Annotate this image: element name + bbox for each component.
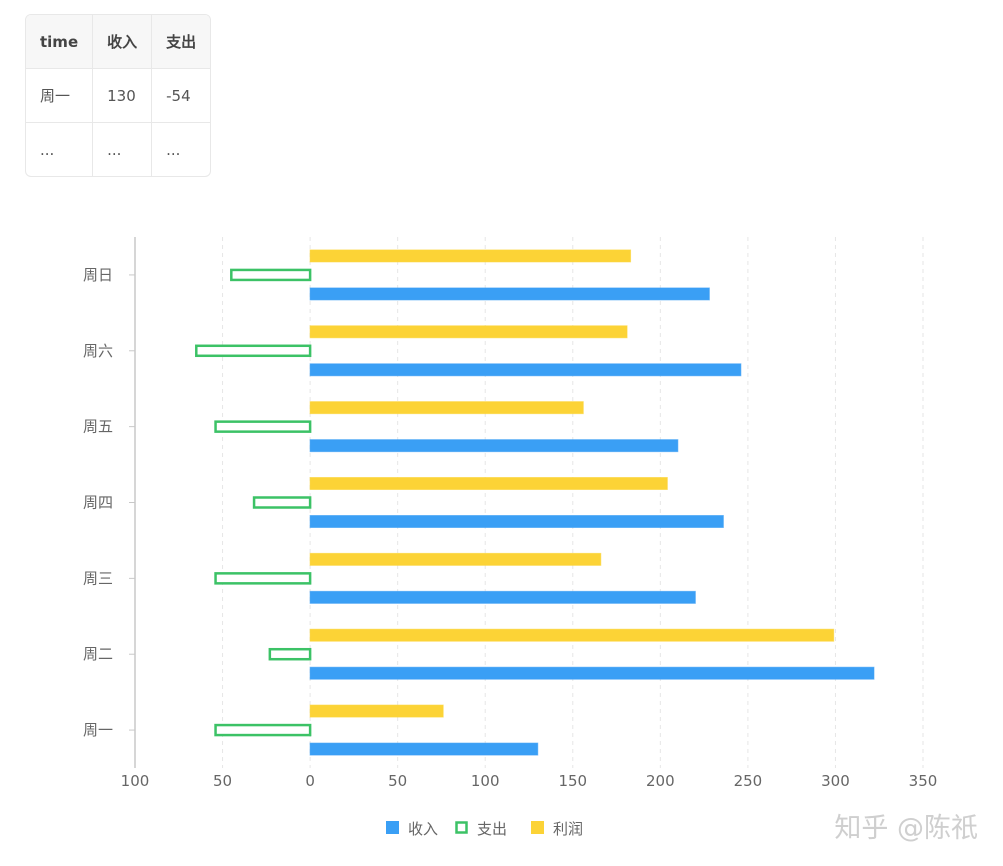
bar-income[interactable] (309, 515, 724, 528)
legend-item[interactable]: 收入 (386, 820, 438, 838)
legend[interactable]: 收入 支出 利润 (386, 820, 583, 838)
table-cell: ... (93, 123, 153, 176)
x-tick-label: 0 (305, 772, 315, 790)
table-row: ... ... ... (26, 123, 210, 176)
table-cell: -54 (152, 69, 211, 123)
x-tick-label: 50 (213, 772, 232, 790)
bar-expense[interactable] (214, 723, 312, 737)
x-tick-label: 350 (909, 772, 938, 790)
legend-swatch (531, 821, 544, 834)
bar-profit[interactable] (309, 477, 668, 490)
y-tick-label: 周四 (83, 494, 113, 512)
table-cell: 周一 (26, 69, 94, 123)
table-header-row: time 收入 支出 (26, 15, 211, 69)
header-expense: 支出 (152, 15, 211, 69)
bar-profit[interactable] (309, 249, 632, 263)
x-tick-label: 100 (121, 772, 150, 790)
bar-income[interactable] (309, 590, 696, 604)
bar-profit[interactable] (309, 704, 444, 718)
y-tick-label: 周三 (83, 569, 113, 587)
bar-profit[interactable] (309, 628, 835, 642)
table-cell: ... (26, 123, 94, 176)
bar-expense[interactable] (252, 496, 312, 509)
bar-profit[interactable] (309, 552, 602, 566)
watermark-text: 知乎 @陈祇 (834, 813, 978, 844)
axes: 100 50 0 50 100 150 200 250 300 350 周一 周二 周三 周四 周五 周六 周日 (83, 237, 937, 790)
x-tick-label: 200 (646, 772, 675, 790)
x-tick-label: 50 (388, 772, 407, 790)
bar-expense[interactable] (214, 572, 312, 585)
y-tick-label: 周六 (83, 342, 113, 360)
bar-expense[interactable] (268, 647, 312, 661)
legend-item[interactable]: 支出 (455, 820, 508, 838)
legend-label: 收入 (408, 820, 438, 838)
legend-swatch (386, 821, 399, 834)
legend-label: 支出 (477, 820, 507, 838)
bar-income[interactable] (309, 666, 875, 680)
header-income: 收入 (93, 15, 153, 69)
y-tick-label: 周二 (83, 645, 113, 663)
bar-expense[interactable] (195, 344, 312, 358)
legend-swatch (455, 821, 468, 834)
table-cell: ... (166, 140, 181, 159)
table-row: 周一 130 -54 (26, 69, 211, 123)
table-cell: 130 (93, 69, 153, 123)
bar-income[interactable] (309, 742, 539, 756)
bar-expense[interactable] (214, 420, 312, 433)
legend-label: 利润 (553, 820, 583, 838)
x-tick-label: 300 (821, 772, 850, 790)
bars (195, 249, 875, 756)
bar-income[interactable] (309, 363, 742, 377)
legend-item[interactable]: 利润 (531, 820, 583, 838)
x-tick-label: 100 (471, 772, 500, 790)
bar-profit[interactable] (309, 325, 628, 339)
x-tick-label: 150 (558, 772, 587, 790)
bar-profit[interactable] (309, 401, 584, 415)
grid-lines (222, 237, 924, 768)
bar-income[interactable] (309, 439, 679, 453)
y-tick-label: 周日 (83, 266, 113, 284)
header-time: time (26, 15, 94, 69)
y-tick-label: 周一 (83, 721, 113, 739)
bar-expense[interactable] (230, 268, 312, 282)
data-table: time 收入 支出 周一 130 -54 ... ... ... (25, 14, 212, 177)
x-tick-label: 250 (734, 772, 763, 790)
y-tick-label: 周五 (83, 418, 113, 436)
bar-income[interactable] (309, 287, 710, 301)
